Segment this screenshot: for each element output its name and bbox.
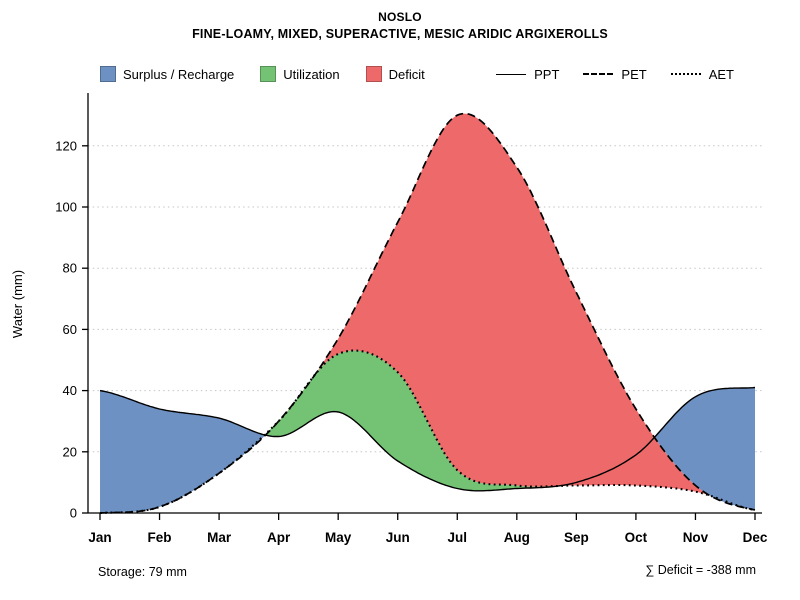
x-tick-label-Jan: Jan xyxy=(88,530,111,545)
x-tick-label-Jun: Jun xyxy=(386,530,410,545)
x-tick-label-Apr: Apr xyxy=(267,530,291,545)
chart-legend: Surplus / Recharge Utilization Deficit P… xyxy=(100,66,758,82)
legend-item-utilization: Utilization xyxy=(260,66,340,82)
y-tick-label-80: 80 xyxy=(63,261,77,276)
legend-item-ppt: PPT xyxy=(496,67,559,82)
pet-line-sample xyxy=(583,73,614,75)
utilization-swatch xyxy=(260,66,277,82)
x-tick-label-Aug: Aug xyxy=(504,530,530,545)
deficit-sum-annotation: ∑ Deficit = -388 mm xyxy=(645,563,756,577)
x-tick-label-Oct: Oct xyxy=(625,530,648,545)
chart-subtitle: FINE-LOAMY, MIXED, SUPERACTIVE, MESIC AR… xyxy=(192,27,608,41)
y-tick-label-0: 0 xyxy=(70,506,77,521)
line-legend-group: PPT PET AET xyxy=(496,67,758,82)
aet-label: AET xyxy=(708,66,734,82)
legend-item-pet: PET xyxy=(583,66,647,82)
aet-line-sample xyxy=(670,73,701,75)
x-tick-label-Feb: Feb xyxy=(148,530,172,545)
y-axis-label: Water (mm) xyxy=(10,270,25,338)
x-tick-label-Jul: Jul xyxy=(448,530,468,545)
surplus-recharge-label: Surplus / Recharge xyxy=(123,66,235,82)
y-tick-label-20: 20 xyxy=(63,444,77,459)
storage-annotation: Storage: 79 mm xyxy=(98,565,187,579)
legend-item-surplus: Surplus / Recharge xyxy=(100,66,234,82)
chart-title: NOSLO xyxy=(378,10,422,24)
deficit-label: Deficit xyxy=(388,66,425,82)
y-tick-label-120: 120 xyxy=(55,138,77,153)
legend-item-deficit: Deficit xyxy=(365,66,425,82)
utilization-label: Utilization xyxy=(283,66,340,82)
y-tick-label-40: 40 xyxy=(63,383,77,398)
line-aet xyxy=(99,349,756,515)
x-tick-label-Sep: Sep xyxy=(564,530,589,545)
y-tick-label-100: 100 xyxy=(55,200,77,215)
line-pet xyxy=(99,112,756,514)
area-utilization xyxy=(100,350,755,513)
deficit-swatch xyxy=(365,66,382,82)
x-tick-label-May: May xyxy=(325,530,352,545)
legend-item-aet: AET xyxy=(670,66,734,82)
ppt-label: PPT xyxy=(534,66,560,82)
chart-header: NOSLO FINE-LOAMY, MIXED, SUPERACTIVE, ME… xyxy=(0,10,800,41)
area-legend-group: Surplus / Recharge Utilization Deficit xyxy=(100,66,425,82)
x-tick-label-Mar: Mar xyxy=(207,530,232,545)
area-surplus-recharge xyxy=(100,387,755,513)
ppt-line-sample xyxy=(496,73,527,75)
x-tick-label-Nov: Nov xyxy=(683,530,709,545)
line-ppt xyxy=(99,386,756,492)
surplus-recharge-swatch xyxy=(100,66,116,82)
pet-label: PET xyxy=(621,66,647,82)
y-tick-label-60: 60 xyxy=(63,322,77,337)
area-deficit xyxy=(100,113,755,513)
x-tick-label-Dec: Dec xyxy=(743,530,768,545)
